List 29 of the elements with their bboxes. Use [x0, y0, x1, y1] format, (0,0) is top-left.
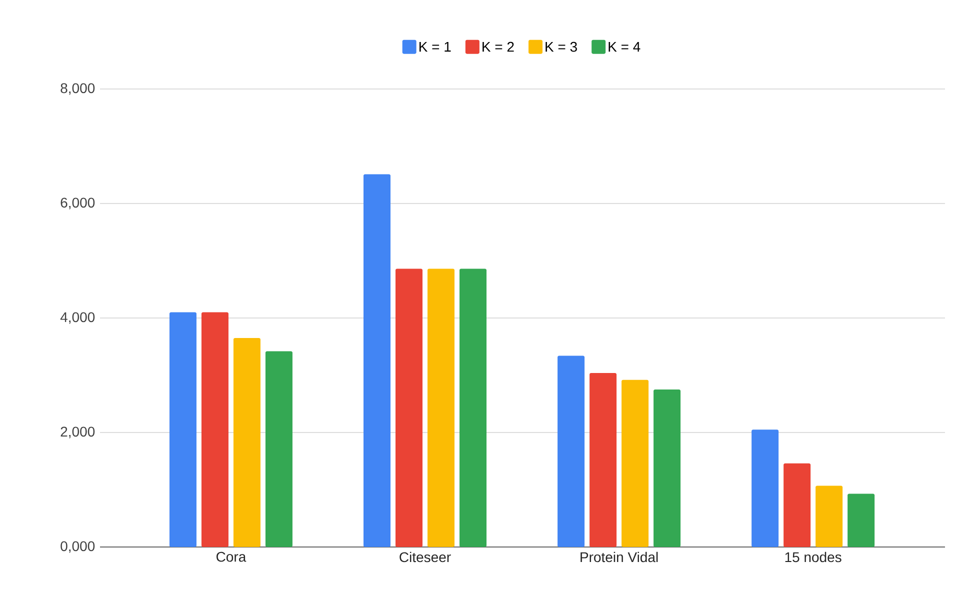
bar [654, 390, 681, 547]
bar [784, 463, 811, 547]
y-tick-label: 4,000 [60, 312, 95, 324]
bar [752, 430, 779, 547]
bar [396, 268, 423, 547]
bar [169, 312, 196, 547]
bar [364, 174, 391, 547]
x-tick-label: Cora [216, 552, 246, 562]
bar [848, 494, 875, 547]
x-tick-label: Citeseer [400, 552, 451, 562]
bar [622, 380, 649, 547]
y-tick-label: 8,000 [60, 83, 95, 95]
y-tick-label: 2,000 [60, 426, 95, 438]
bar [816, 486, 843, 547]
bar [460, 268, 487, 547]
bar [590, 372, 617, 547]
x-tick-label: Protein Vidal [580, 552, 658, 562]
bar [558, 356, 585, 547]
bar [265, 351, 292, 547]
legend-label: K = 4 [608, 42, 640, 52]
bar [201, 312, 228, 547]
y-tick-label: 6,000 [60, 198, 95, 210]
legend-label: K = 3 [546, 42, 577, 52]
y-tick-label: 0,000 [60, 541, 95, 553]
x-tick-label: 15 nodes [785, 552, 842, 562]
legend-label: K = 1 [419, 42, 451, 52]
legend-label: K = 2 [482, 42, 514, 52]
bar [233, 338, 260, 547]
bar [428, 268, 455, 547]
